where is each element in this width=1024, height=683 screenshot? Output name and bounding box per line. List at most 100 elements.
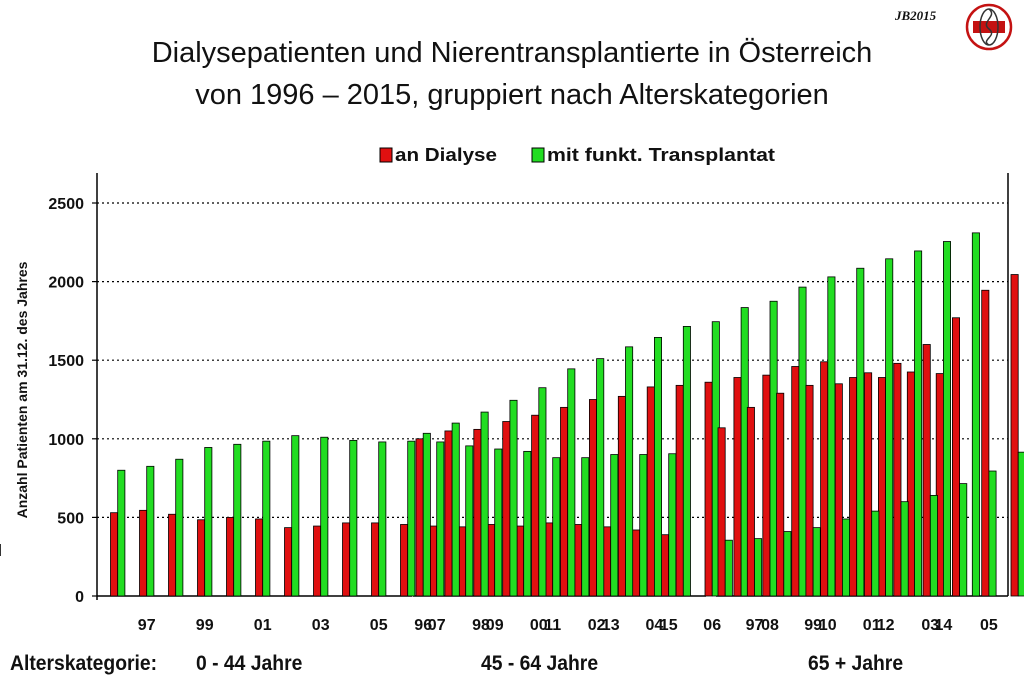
bar-transplant [175,458,184,597]
bar-transplant [971,232,980,597]
bar-transplant [682,326,691,597]
x-tick-label: 97 [138,617,156,634]
x-tick-label: 06 [703,617,721,634]
group-label-0-44: 0 - 44 Jahre [196,652,303,675]
bar-dialysis [805,384,814,597]
bar-transplant [509,399,518,597]
x-tick-label: 03 [921,617,939,634]
x-tick-label: 10 [819,617,837,634]
bar-transplant [798,286,807,597]
x-tick-label: 08 [761,617,779,634]
bar-transplant [842,518,851,597]
y-tick-label: 0 [75,589,84,606]
bar-transplant [943,241,952,597]
bar-dialysis [746,406,755,597]
legend-dialysis-swatch [379,147,393,163]
chart-title-line-1: Dialysepatienten und Nierentransplantier… [151,37,873,69]
bar-transplant [668,453,677,597]
bar-transplant [885,258,894,597]
bar-dialysis [981,289,990,597]
bar-transplant [146,465,155,597]
x-tick-label: 03 [312,617,330,634]
bar-transplant [581,457,590,597]
bar-dialysis [1010,274,1019,597]
bar-dialysis [617,395,626,597]
y-tick-label: 500 [57,510,84,527]
bar-dialysis [516,525,525,597]
bar-dialysis [560,406,569,597]
x-tick-label: 01 [863,617,881,634]
bar-dialysis [197,519,206,597]
legend-transplant-label: mit funkt. Transplantat [547,145,775,165]
y-tick-label: 1000 [48,432,84,449]
bar-dialysis [704,381,713,597]
bar-transplant [871,510,880,597]
x-tick-label: 12 [877,617,895,634]
bar-transplant [1017,451,1024,597]
bar-transplant [959,483,968,597]
bar-transplant [422,432,431,597]
bar-dialysis [776,392,785,597]
bar-transplant [812,527,821,597]
x-tick-label: 00 [530,617,548,634]
bar-transplant [900,501,909,597]
bar-dialysis [415,438,424,597]
bar-transplant [465,445,474,597]
bar-transplant [724,539,733,597]
x-tick-label: 96 [414,617,432,634]
x-tick-label: 13 [602,617,620,634]
bar-dialysis [284,527,293,597]
bar-transplant [754,538,763,597]
bar-dialysis [110,512,119,597]
x-tick-label: 98 [472,617,490,634]
bar-dialysis [313,525,322,597]
year-badge: JB2015 [895,8,937,23]
bar-dialysis [226,517,235,597]
bar-dialysis [820,361,829,597]
bar-dialysis [791,366,800,597]
bar-dialysis [168,513,177,597]
bar-dialysis [864,372,873,597]
bar-transplant [451,422,460,597]
bar-dialysis [878,377,887,597]
bar-transplant [596,358,605,597]
bar-transplant [436,441,445,597]
bar-transplant [654,337,663,597]
bar-dialysis [893,362,902,597]
bar-dialysis [675,384,684,597]
bar-dialysis [834,383,843,597]
bar-dialysis [922,344,931,597]
bar-dialysis [952,317,961,597]
bar-dialysis [400,524,409,597]
bar-dialysis [444,430,453,597]
bar-dialysis [762,374,771,597]
bar-dialysis [531,414,540,597]
legend-transplant-swatch [531,147,545,163]
bar-dialysis [502,421,511,597]
bar-transplant [929,494,938,597]
y-tick-label: 2000 [48,275,84,292]
bar-dialysis [849,377,858,597]
bar-transplant [494,448,503,597]
edge-mark [0,544,4,556]
bar-transplant [988,470,997,597]
bar-transplant [827,276,836,597]
bar-dialysis [574,524,583,597]
bar-transplant [538,387,547,597]
bar-transplant [204,447,213,597]
x-tick-label: 15 [660,617,678,634]
bar-dialysis [661,534,670,597]
bar-transplant [349,439,358,597]
x-tick-label: 99 [196,617,214,634]
bar-dialysis [139,509,148,597]
bar-transplant [856,267,865,597]
bar-transplant [567,368,576,597]
age-category-label: Alterskategorie: [10,652,158,675]
bar-transplant [639,454,648,597]
legend-dialysis-label: an Dialyse [395,145,497,165]
bar-dialysis [646,386,655,597]
bar-dialysis [632,529,641,597]
bar-transplant [625,346,634,597]
bar-transplant [769,300,778,597]
